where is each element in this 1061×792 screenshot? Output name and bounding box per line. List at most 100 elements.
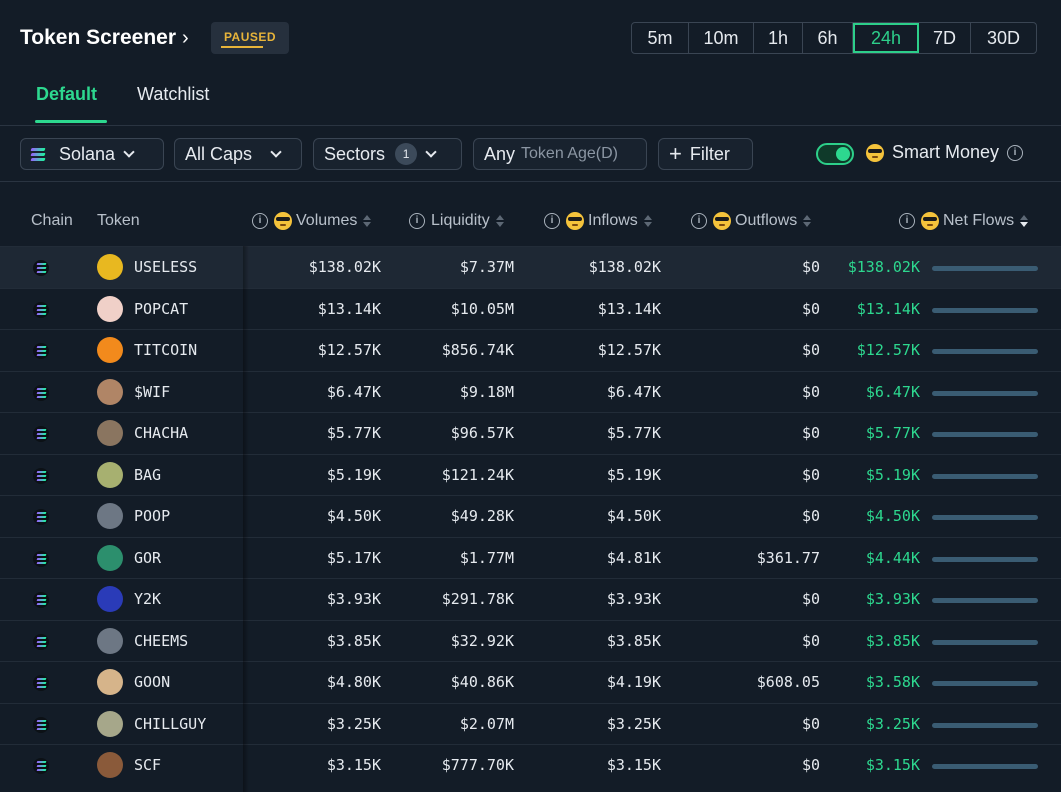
token-name[interactable]: USELESS [134,258,198,276]
timeframe-24h[interactable]: 24h [853,23,919,53]
tab-watchlist[interactable]: Watchlist [137,84,210,104]
caps-dropdown-label: All Caps [185,143,253,164]
token-name[interactable]: TITCOIN [134,341,198,359]
net-flows-cell: $12.57K [856,341,920,359]
chevron-right-icon: › [182,26,189,49]
token-name[interactable]: BAG [134,465,162,484]
tab-default[interactable]: Default [36,84,98,104]
paused-status-badge[interactable]: PAUSED [211,22,289,54]
column-header-net-flows-label: Net Flows [943,212,1015,229]
inflows-cell: $12.57K [597,341,661,359]
timeframe-7d[interactable]: 7D [919,23,971,53]
timeframe-30d[interactable]: 30D [986,28,1021,48]
info-icon[interactable]: i [544,213,560,229]
inflows-cell: $3.15K [606,756,661,774]
liquidity-cell: $32.92K [450,631,514,650]
inflows-cell: $5.19K [606,465,661,484]
inflows-cell: $6.47K [606,382,661,401]
volume-cell: $5.17K [326,548,381,567]
token-age-input[interactable]: Any Token Age(D) [473,138,647,170]
filter-bar: Solana All Caps Sectors 1 Any Token Age(… [0,126,1061,182]
token-name[interactable]: POPCAT [134,299,189,318]
table-row[interactable]: BAG $5.19K $121.24K $5.19K $0 $5.19K [0,453,1061,496]
chevron-down-icon [123,145,135,158]
smart-money-control: Smart Money i [866,142,1024,163]
token-name[interactable]: CHEEMS [134,631,189,650]
titcoin-logo-icon [97,337,123,363]
active-tab-indicator [35,120,107,123]
info-icon[interactable]: i [409,213,425,229]
outflows-cell: $0 [801,631,820,650]
useless-logo-icon [97,254,123,280]
token-name[interactable]: CHACHA [134,424,189,442]
inflows-cell: $4.50K [606,507,661,525]
chain-dropdown[interactable]: Solana [20,138,164,170]
sort-icon [495,215,504,227]
smart-money-label: Smart Money [892,142,1000,162]
caps-dropdown[interactable]: All Caps [174,138,302,170]
net-flow-bar [932,681,1038,686]
timeframe-1h[interactable]: 1h [754,23,803,53]
add-filter-button[interactable]: + Filter [658,138,753,170]
token-name[interactable]: CHILLGUY [134,714,207,733]
table-row[interactable]: $WIF $6.47K $9.18M $6.47K $0 $6.47K [0,370,1061,413]
table-row[interactable]: SCF $3.15K $777.70K $3.15K $0 $3.15K [0,744,1061,786]
table-row[interactable]: POPCAT $13.14K $10.05M $13.14K $0 $13.14K [0,287,1061,330]
table-row[interactable]: CHEEMS $3.85K $32.92K $3.85K $0 $3.85K [0,619,1061,662]
sectors-dropdown[interactable]: Sectors 1 [313,138,462,170]
table-row[interactable]: Y2K $3.93K $291.78K $3.93K $0 $3.93K [0,578,1061,620]
token-name[interactable]: $WIF [134,382,171,401]
chain-dropdown-label: Solana [59,143,116,164]
token-name[interactable]: POOP [134,507,171,525]
sort-icon [643,215,652,227]
outflows-cell: $0 [801,299,820,318]
table-row[interactable]: CHILLGUY $3.25K $2.07M $3.25K $0 $3.25K [0,702,1061,745]
outflows-cell: $0 [801,465,820,484]
gor-logo-icon [97,544,123,571]
sectors-dropdown-label: Sectors [324,143,386,164]
net-flow-bar [932,390,1038,396]
token-table: Chain Token i Volumes i Liquidity i Infl… [0,182,1061,792]
column-header-net-flows[interactable]: i Net Flows [899,212,1029,230]
solana-chain-icon [33,384,49,401]
timeframe-10m[interactable]: 10m [689,23,754,53]
net-flow-bar [932,515,1038,520]
net-flows-cell: $3.85K [865,631,920,650]
net-flow-bar [932,556,1038,562]
net-flows-cell: $3.15K [865,756,920,774]
info-icon[interactable]: i [899,213,915,229]
net-flows-cell: $138.02K [847,258,920,276]
solana-chain-icon [33,343,49,359]
table-row[interactable]: TITCOIN $12.57K $856.74K $12.57K $0 $12.57K [0,329,1061,371]
column-header-liquidity[interactable]: i Liquidity [409,212,504,230]
table-row[interactable]: POOP $4.50K $49.28K $4.50K $0 $4.50K [0,495,1061,537]
token-name[interactable]: GOR [134,548,162,567]
smart-money-toggle[interactable] [816,143,854,165]
timeframe-selector: 5m 10m 1h 6h 24h 7D 30D [631,22,1037,54]
token-name[interactable]: Y2K [134,590,162,608]
table-row[interactable]: GOR $5.17K $1.77M $4.81K $361.77 $4.44K [0,536,1061,579]
net-flows-cell: $5.77K [865,424,920,442]
volume-cell: $12.57K [317,341,381,359]
timeframe-6h[interactable]: 6h [803,23,853,53]
info-icon[interactable]: i [691,213,707,229]
token-name[interactable]: GOON [134,673,171,691]
view-tabs: Default Watchlist [0,72,1061,126]
page-title[interactable]: Token Screener › [20,26,189,50]
token-name[interactable]: SCF [134,756,162,774]
column-header-inflows[interactable]: i Inflows [544,212,652,230]
y2k-logo-icon [97,586,123,612]
info-icon[interactable]: i [252,213,268,229]
table-row[interactable]: USELESS $138.02K $7.37M $138.02K $0 $138.02K [0,246,1061,288]
column-header-volumes[interactable]: i Volumes [252,212,372,230]
liquidity-cell: $7.37M [459,258,514,276]
toggle-knob [836,147,850,161]
column-header-outflows[interactable]: i Outflows [691,212,812,230]
info-icon[interactable]: i [1007,144,1024,161]
solana-chain-icon [33,675,49,691]
table-row[interactable]: GOON $4.80K $40.86K $4.19K $608.05 $3.58K [0,661,1061,703]
table-row[interactable]: CHACHA $5.77K $96.57K $5.77K $0 $5.77K [0,412,1061,454]
column-header-liquidity-label: Liquidity [431,212,490,229]
sectors-count-badge: 1 [395,143,418,165]
timeframe-5m[interactable]: 5m [632,23,689,53]
